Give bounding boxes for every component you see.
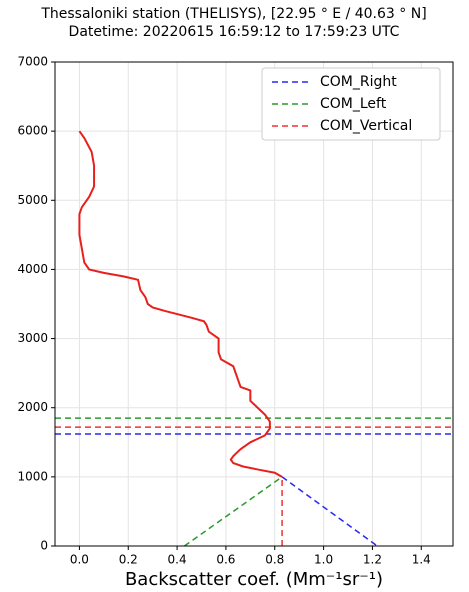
com-segment — [281, 476, 378, 547]
chart-subtitle: Datetime: 20220615 16:59:12 to 17:59:23 … — [69, 24, 400, 40]
x-tick-label: 0.6 — [216, 553, 235, 567]
y-tick-label: 7000 — [17, 55, 48, 69]
x-tick-label: 0.4 — [168, 553, 187, 567]
y-tick-label: 1000 — [17, 469, 48, 483]
y-tick-label: 5000 — [17, 193, 48, 207]
legend-label: COM_Left — [320, 96, 387, 112]
y-tick-label: 0 — [40, 539, 48, 553]
legend-label: COM_Right — [320, 74, 397, 90]
x-tick-label: 1.4 — [412, 553, 431, 567]
x-tick-label: 1.2 — [363, 553, 382, 567]
plot-frame — [54, 61, 454, 547]
chart-title: Thessaloniki station (THELISYS), [22.95 … — [40, 6, 426, 22]
x-axis-label: Backscatter coef. (Mm⁻¹sr⁻¹) — [125, 569, 383, 590]
y-tick-label: 2000 — [17, 400, 48, 414]
y-tick-label: 3000 — [17, 331, 48, 345]
x-tick-label: 0.8 — [265, 553, 284, 567]
y-tick-label: 6000 — [17, 124, 48, 138]
legend-box — [261, 67, 441, 141]
x-tick-label: 0.2 — [119, 553, 138, 567]
legend-label: COM_Vertical — [320, 118, 412, 134]
profile-line — [78, 130, 283, 478]
x-tick-label: 0.0 — [70, 553, 89, 567]
x-tick-label: 1.0 — [314, 553, 333, 567]
com-segment — [183, 476, 283, 547]
y-tick-label: 4000 — [17, 262, 48, 276]
